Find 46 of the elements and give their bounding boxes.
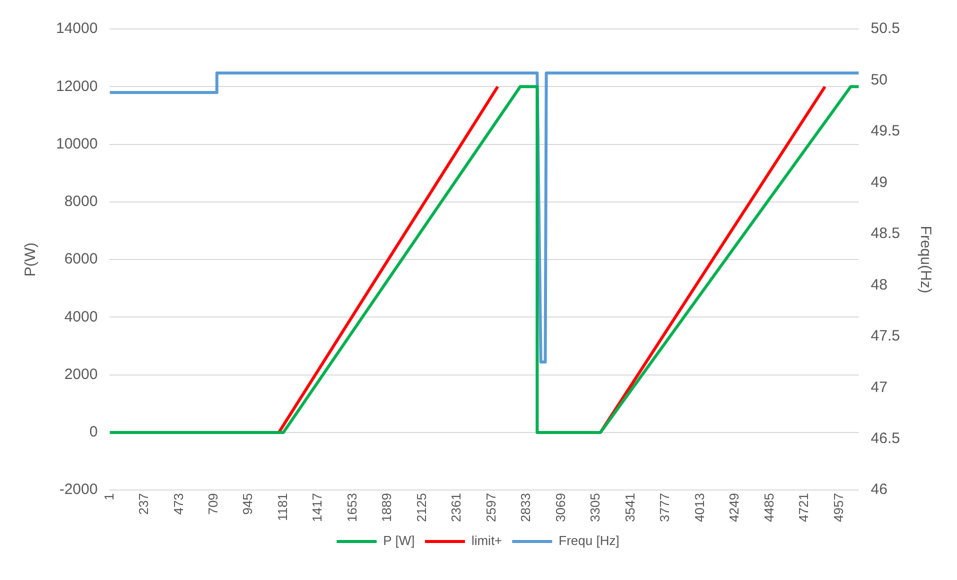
x-tick-label: 709 bbox=[206, 493, 221, 515]
x-tick-label: 2833 bbox=[518, 493, 534, 522]
legend-label: Frequ [Hz] bbox=[558, 533, 620, 548]
x-tick-label: 1 bbox=[101, 493, 116, 500]
x-tick-label: 2597 bbox=[483, 493, 498, 522]
x-tick-label: 1889 bbox=[379, 493, 394, 522]
x-tick-label: 2125 bbox=[414, 493, 429, 522]
y2-tick-label: 50.5 bbox=[870, 20, 900, 38]
x-tick-label: 4013 bbox=[692, 493, 707, 522]
y2-axis-title: Frequ(Hz) bbox=[916, 226, 934, 294]
x-tick-label: 3069 bbox=[552, 493, 568, 522]
x-tick-label: 4721 bbox=[796, 493, 812, 522]
x-tick-label: 237 bbox=[136, 493, 152, 515]
y2-tick-label: 48.5 bbox=[870, 225, 900, 242]
y-tick-label: 4000 bbox=[64, 308, 98, 326]
x-tick-label: 3305 bbox=[588, 493, 603, 522]
y2-tick-label: 48 bbox=[870, 276, 888, 294]
y-tick-label: 6000 bbox=[64, 250, 98, 268]
y-tick-label: 10000 bbox=[56, 135, 98, 152]
x-tick-label: 4957 bbox=[830, 493, 846, 522]
y2-tick-label: 47 bbox=[870, 378, 888, 396]
x-tick-label: 2361 bbox=[448, 493, 464, 522]
x-tick-label: 3777 bbox=[657, 493, 672, 522]
y-tick-label: 12000 bbox=[56, 78, 98, 95]
y2-tick-label: 50 bbox=[870, 71, 888, 88]
y2-tick-label: 49 bbox=[870, 174, 888, 191]
y-tick-label: -2000 bbox=[59, 481, 98, 498]
x-tick-label: 1181 bbox=[274, 493, 290, 522]
y2-tick-label: 46.5 bbox=[870, 430, 900, 447]
legend-label: limit+ bbox=[471, 533, 502, 548]
x-tick-label: 1417 bbox=[310, 493, 325, 522]
x-tick-label: 945 bbox=[240, 493, 256, 515]
y-tick-label: 8000 bbox=[64, 193, 98, 210]
x-tick-label: 473 bbox=[170, 493, 186, 515]
x-tick-label: 4249 bbox=[726, 493, 742, 522]
y2-tick-label: 46 bbox=[870, 481, 888, 498]
y-tick-label: 2000 bbox=[64, 366, 98, 383]
y-axis-title: P(W) bbox=[22, 242, 40, 277]
x-tick-label: 1653 bbox=[344, 493, 360, 522]
y-tick-label: 0 bbox=[89, 424, 98, 441]
y2-tick-label: 47.5 bbox=[870, 328, 900, 345]
y-tick-label: 14000 bbox=[56, 20, 98, 38]
legend-label: P [W] bbox=[383, 533, 415, 548]
x-tick-label: 3541 bbox=[622, 493, 638, 522]
y2-tick-label: 49.5 bbox=[870, 122, 900, 140]
x-tick-label: 4485 bbox=[761, 493, 776, 522]
